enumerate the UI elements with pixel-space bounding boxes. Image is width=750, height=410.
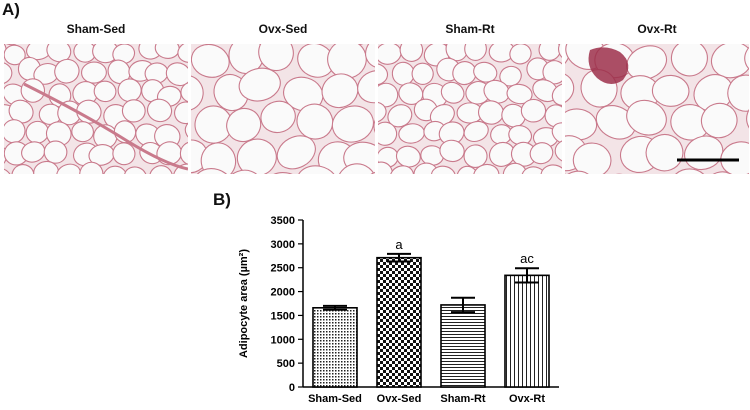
bar-ovx-sed bbox=[377, 258, 421, 387]
histology-image bbox=[378, 44, 562, 174]
micrograph-title: Sham-Sed bbox=[4, 22, 188, 36]
significance-label: a bbox=[395, 237, 403, 252]
adipocyte-area-chart: 0 500 1000 1500 2000 2500 3000 3500 Adipocyte ar… bbox=[230, 205, 570, 410]
bar-sham-sed bbox=[313, 308, 357, 387]
x-tick-label: Ovx-Sed bbox=[377, 393, 422, 405]
y-tick-label: 1500 bbox=[271, 310, 295, 322]
panel-b-label: B) bbox=[213, 190, 231, 210]
y-tick-label: 3000 bbox=[271, 239, 295, 251]
y-tick-label: 1000 bbox=[271, 334, 295, 346]
significance-label: ac bbox=[520, 251, 534, 266]
y-tick-label: 500 bbox=[277, 358, 295, 370]
micrograph-sham-sed bbox=[4, 44, 188, 174]
x-tick-label: Sham-Sed bbox=[308, 393, 362, 405]
bar-ovx-rt bbox=[505, 275, 549, 387]
histology-image bbox=[565, 44, 749, 174]
x-tick-label: Sham-Rt bbox=[440, 393, 486, 405]
histology-image bbox=[191, 44, 375, 174]
histology-image bbox=[4, 44, 188, 174]
micrograph-title: Ovx-Rt bbox=[565, 22, 749, 36]
y-tick-label: 2000 bbox=[271, 287, 295, 299]
chart-svg: 0 500 1000 1500 2000 2500 3000 3500 Adipocyte ar… bbox=[230, 205, 570, 405]
micrograph-ovx-rt bbox=[565, 44, 749, 174]
y-axis-label: Adipocyte area (µm²) bbox=[238, 249, 250, 358]
panel-a-label: A) bbox=[2, 0, 20, 20]
micrograph-title: Ovx-Sed bbox=[191, 22, 375, 36]
y-tick-label: 0 bbox=[289, 382, 295, 394]
micrograph-ovx-sed bbox=[191, 44, 375, 174]
bar-sham-rt bbox=[441, 305, 485, 387]
x-tick-label: Ovx-Rt bbox=[509, 393, 545, 405]
micrograph-sham-rt bbox=[378, 44, 562, 174]
chart-plot: 0 500 1000 1500 2000 2500 3000 3500 Adipocyte ar… bbox=[238, 215, 559, 405]
y-tick-label: 2500 bbox=[271, 263, 295, 275]
y-tick-label: 3500 bbox=[271, 215, 295, 227]
micrograph-title: Sham-Rt bbox=[378, 22, 562, 36]
